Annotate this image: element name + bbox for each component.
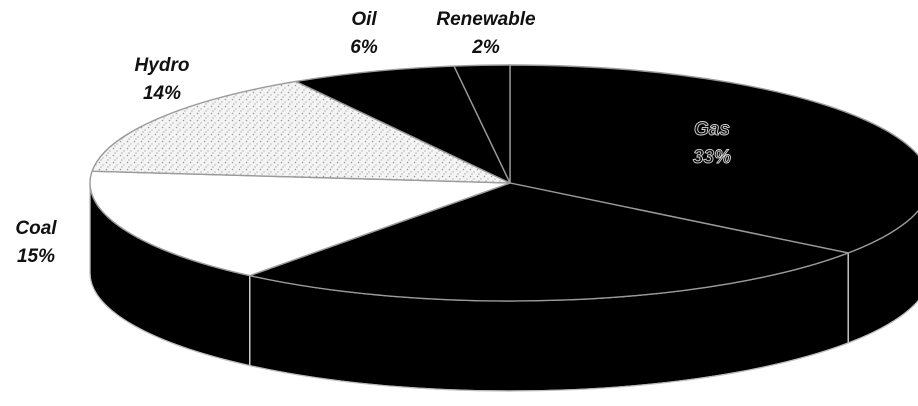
- pie-label-oil: Oil: [351, 9, 377, 30]
- pie-label-gas: Gas: [694, 119, 730, 140]
- pie-value-gas: 33%: [693, 147, 731, 168]
- pie-label-coal: Coal: [15, 218, 57, 239]
- pie-label-hydro: Hydro: [135, 55, 190, 76]
- pie-top-slices: [89, 64, 918, 302]
- pie-slice-slice-2: [249, 182, 849, 302]
- pie-slice-hydro: [91, 80, 511, 184]
- pie-value-coal: 15%: [17, 246, 55, 267]
- pie-labels: Gas 33% Coal 15% Hydro 14% Oil 6% Renewable 2%: [15, 9, 731, 267]
- pie-slice-renewable: [453, 64, 511, 184]
- pie-value-hydro: 14%: [143, 83, 181, 104]
- pie-slice-coal: [89, 170, 511, 277]
- pie-label-renewable: Renewable: [436, 9, 536, 30]
- pie-slice-gas: [509, 64, 918, 254]
- pie-rim-outline: [89, 183, 918, 392]
- pie-side-walls: [89, 182, 918, 392]
- pie-slice-oil: [295, 65, 511, 184]
- pie-value-oil: 6%: [350, 37, 378, 58]
- pie-value-renewable: 2%: [471, 37, 500, 58]
